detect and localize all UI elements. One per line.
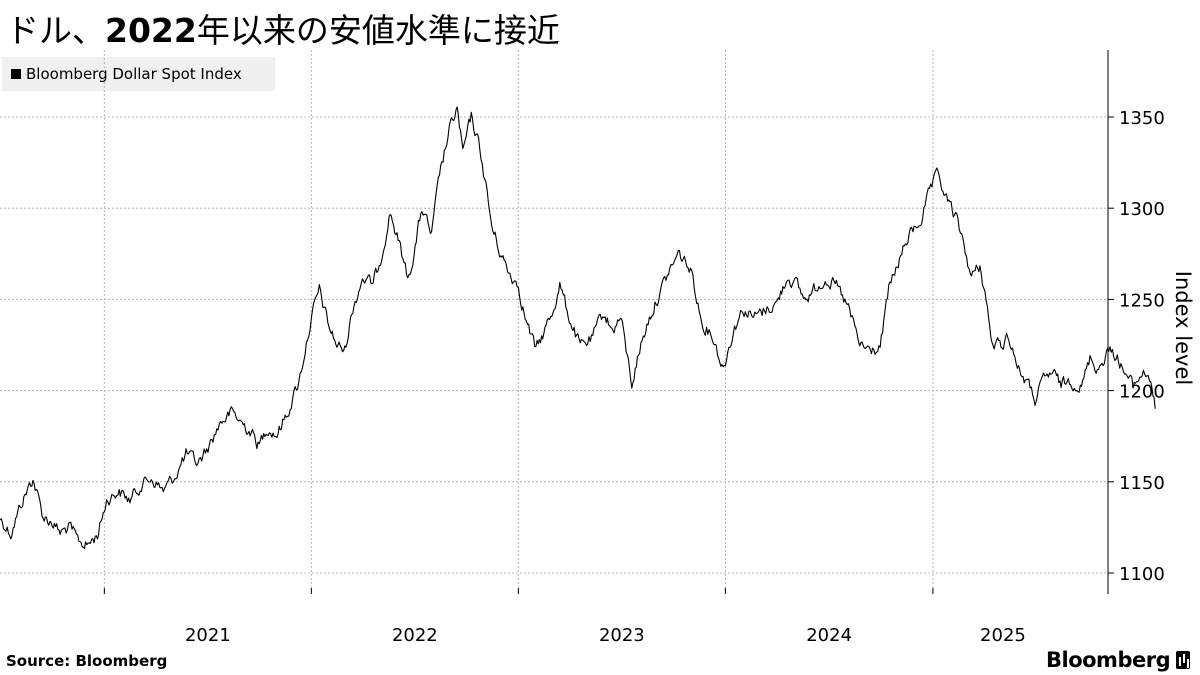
title-suffix: 年以来の安値水準に接近 [196, 11, 560, 50]
title-prefix: ドル、 [6, 11, 105, 50]
y-tick-label: 1100 [1119, 564, 1165, 585]
series-line-dollar-index [0, 106, 1156, 549]
y-tick-label: 1350 [1119, 108, 1165, 129]
y-tick-label: 1200 [1119, 382, 1165, 403]
bloomberg-terminal-icon [1176, 651, 1191, 669]
legend-label: Bloomberg Dollar Spot Index [26, 65, 242, 83]
chart-title: ドル、2022年以来の安値水準に接近 [6, 4, 560, 52]
source-note: Source: Bloomberg [6, 652, 168, 670]
y-tick-label: 1300 [1119, 199, 1165, 220]
legend-swatch [11, 69, 21, 79]
x-tick-label: 2023 [599, 625, 645, 646]
x-tick-label: 2021 [185, 625, 231, 646]
x-tick-label: 2022 [392, 625, 438, 646]
legend: Bloomberg Dollar Spot Index [2, 57, 275, 91]
brand-text: Bloomberg [1046, 648, 1171, 672]
brand-logo: Bloomberg [1046, 648, 1191, 672]
y-tick-label: 1150 [1119, 473, 1165, 494]
title-year: 2022 [105, 11, 197, 50]
x-tick-label: 2024 [806, 625, 852, 646]
y-tick-label: 1250 [1119, 290, 1165, 311]
y-axis-title: Index level [1171, 271, 1195, 385]
x-tick-label: 2025 [980, 625, 1026, 646]
